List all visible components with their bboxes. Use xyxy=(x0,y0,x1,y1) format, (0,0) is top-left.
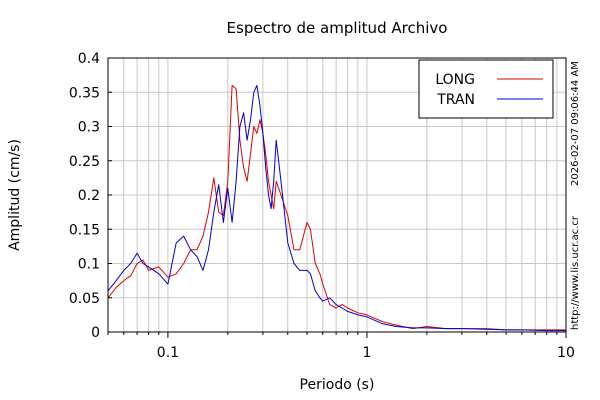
y-tick-label: 0.3 xyxy=(78,120,100,136)
y-tick-label: 0.05 xyxy=(69,291,100,307)
x-tick-label: 10 xyxy=(557,345,575,361)
series-line-tran xyxy=(107,84,566,332)
source-url-label: http://www.lis.ucr.ac.cr xyxy=(570,216,581,330)
chart-title: Espectro de amplitud Archivo xyxy=(227,19,448,37)
y-tick-label: 0.15 xyxy=(69,222,100,238)
y-tick-label: 0.4 xyxy=(78,51,100,67)
legend: LONG TRAN xyxy=(418,59,554,119)
y-tick-label: 0.35 xyxy=(69,85,100,101)
y-tick-label: 0 xyxy=(91,325,100,341)
y-tick-label: 0.1 xyxy=(78,257,100,273)
x-axis-label: Periodo (s) xyxy=(300,377,375,393)
legend-label-tran: TRAN xyxy=(436,92,475,108)
timestamp-label: 2026-02-07 09:06:44 AM xyxy=(570,61,581,186)
y-tick-label: 0.2 xyxy=(78,188,100,204)
series-layer xyxy=(107,84,566,332)
legend-label-long: LONG xyxy=(435,72,475,88)
y-tick-label: 0.25 xyxy=(69,154,100,170)
y-axis-label: Amplitud (cm/s) xyxy=(7,139,23,251)
legend-box xyxy=(418,59,554,119)
series-line-long xyxy=(107,84,566,331)
x-tick-label: 1 xyxy=(362,345,371,361)
x-tick-label: 0.1 xyxy=(157,345,179,361)
axis-ticks: 0 0.05 0.1 0.15 0.2 0.25 0.3 0.35 0.4 0.1 1 10 xyxy=(69,51,575,361)
